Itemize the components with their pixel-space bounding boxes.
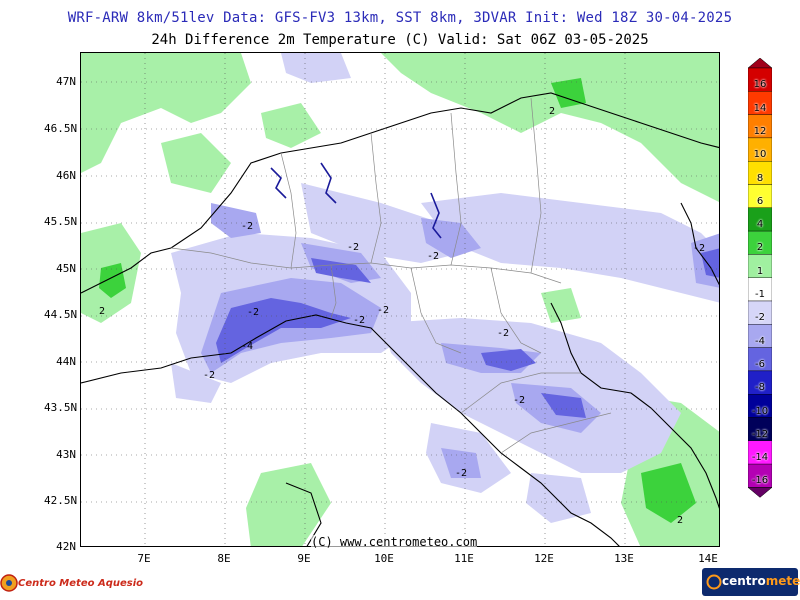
contour-label: -2 <box>241 221 253 232</box>
logo-right-text: centrometeo <box>722 574 800 588</box>
title-line-field: 24h Difference 2m Temperature (C) Valid:… <box>151 32 649 48</box>
contour-label: 2 <box>99 306 105 317</box>
centro-meteo-aquesio-logo <box>0 574 18 592</box>
contour-label: -2 <box>455 468 467 479</box>
lon-label: 7E <box>137 552 151 565</box>
contour-labels: -2 -2 -2 -2 -2 -2 -2 -4 -2 -2 -2 -2 2 2 … <box>99 106 705 526</box>
copyright-text: (C) www.centrometeo.com <box>311 535 478 549</box>
colorbar <box>748 58 772 498</box>
contour-label: 2 <box>677 515 683 526</box>
contour-label: -4 <box>241 341 253 352</box>
lon-label: 14E <box>698 552 718 565</box>
colorbar-tick-label: 16 <box>753 79 767 91</box>
contour-label: -2 <box>497 328 509 339</box>
lat-label: 42N <box>56 540 76 553</box>
lat-label: 46N <box>56 169 76 182</box>
lon-label: 8E <box>217 552 231 565</box>
title-line-model: WRF-ARW 8km/51lev Data: GFS-FV3 13km, SS… <box>67 10 733 26</box>
lat-label: 46.5N <box>44 122 78 135</box>
lat-label: 42.5N <box>44 494 78 507</box>
contour-label: -2 <box>513 395 525 406</box>
lon-label: 13E <box>614 552 634 565</box>
map-panel: -2 -2 -2 -2 -2 -2 -2 -4 -2 -2 -2 -2 2 2 … <box>80 52 720 547</box>
colorbar-tick-label: 8 <box>756 172 764 184</box>
contour-label: -2 <box>353 315 365 326</box>
logo-globe-icon <box>706 574 722 590</box>
lon-label: 10E <box>374 552 394 565</box>
contour-label: -2 <box>203 370 215 381</box>
logo-right-text-b: meteo <box>765 574 800 588</box>
colorbar-tick-label: -10 <box>751 405 769 417</box>
contour-label: -2 <box>247 307 259 318</box>
contour-label: -2 <box>347 242 359 253</box>
strong-negative-areas <box>216 248 719 418</box>
lat-label: 43N <box>56 448 76 461</box>
lat-label: 44.5N <box>44 308 78 321</box>
colorbar-tick-label: 2 <box>756 242 764 254</box>
lat-label: 45.5N <box>44 215 78 228</box>
lat-label: 45N <box>56 262 76 275</box>
colorbar-tick-label: 6 <box>756 195 764 207</box>
colorbar-top-arrow <box>748 58 772 69</box>
colorbar-tick-label: 12 <box>753 125 767 137</box>
map-canvas: -2 -2 -2 -2 -2 -2 -2 -4 -2 -2 -2 -2 2 2 … <box>81 53 719 546</box>
regional-borders <box>170 97 612 454</box>
contour-label: -2 <box>377 305 389 316</box>
contour-label: 2 <box>549 106 555 117</box>
lon-label: 9E <box>297 552 311 565</box>
contour-label: -2 <box>427 251 439 262</box>
colorbar-bottom-arrow <box>748 487 772 498</box>
centrometeo-logo <box>702 568 798 596</box>
colorbar-tick-label: -12 <box>751 428 769 440</box>
colorbar-tick-label: -1 <box>755 289 765 300</box>
colorbar-tick-label: -6 <box>755 358 765 370</box>
lat-label: 44N <box>56 355 76 368</box>
colorbar-tick-label: 10 <box>753 149 767 161</box>
logo-right-text-a: centro <box>722 574 766 588</box>
graticule <box>81 53 719 546</box>
lon-label: 11E <box>454 552 474 565</box>
colorbar-tick-label: 4 <box>756 219 764 231</box>
lat-label: 47N <box>56 75 76 88</box>
colorbar-tick-label: -2 <box>755 312 765 324</box>
strong-positive-areas <box>99 78 696 523</box>
colorbar-tick-label: 14 <box>753 102 767 114</box>
lakes <box>270 162 442 239</box>
lat-label: 43.5N <box>44 401 78 414</box>
coastlines <box>81 92 719 546</box>
logo-left-text: Centro Meteo Aquesio <box>18 578 143 589</box>
colorbar-tick-label: -16 <box>751 475 769 487</box>
colorbar-tick-label: -14 <box>751 452 769 464</box>
colorbar-tick-label: -4 <box>755 335 765 347</box>
colorbar-tick-label: 1 <box>756 265 764 277</box>
lon-label: 12E <box>534 552 554 565</box>
contour-label: -2 <box>693 243 705 254</box>
colorbar-tick-label: -8 <box>755 382 765 394</box>
